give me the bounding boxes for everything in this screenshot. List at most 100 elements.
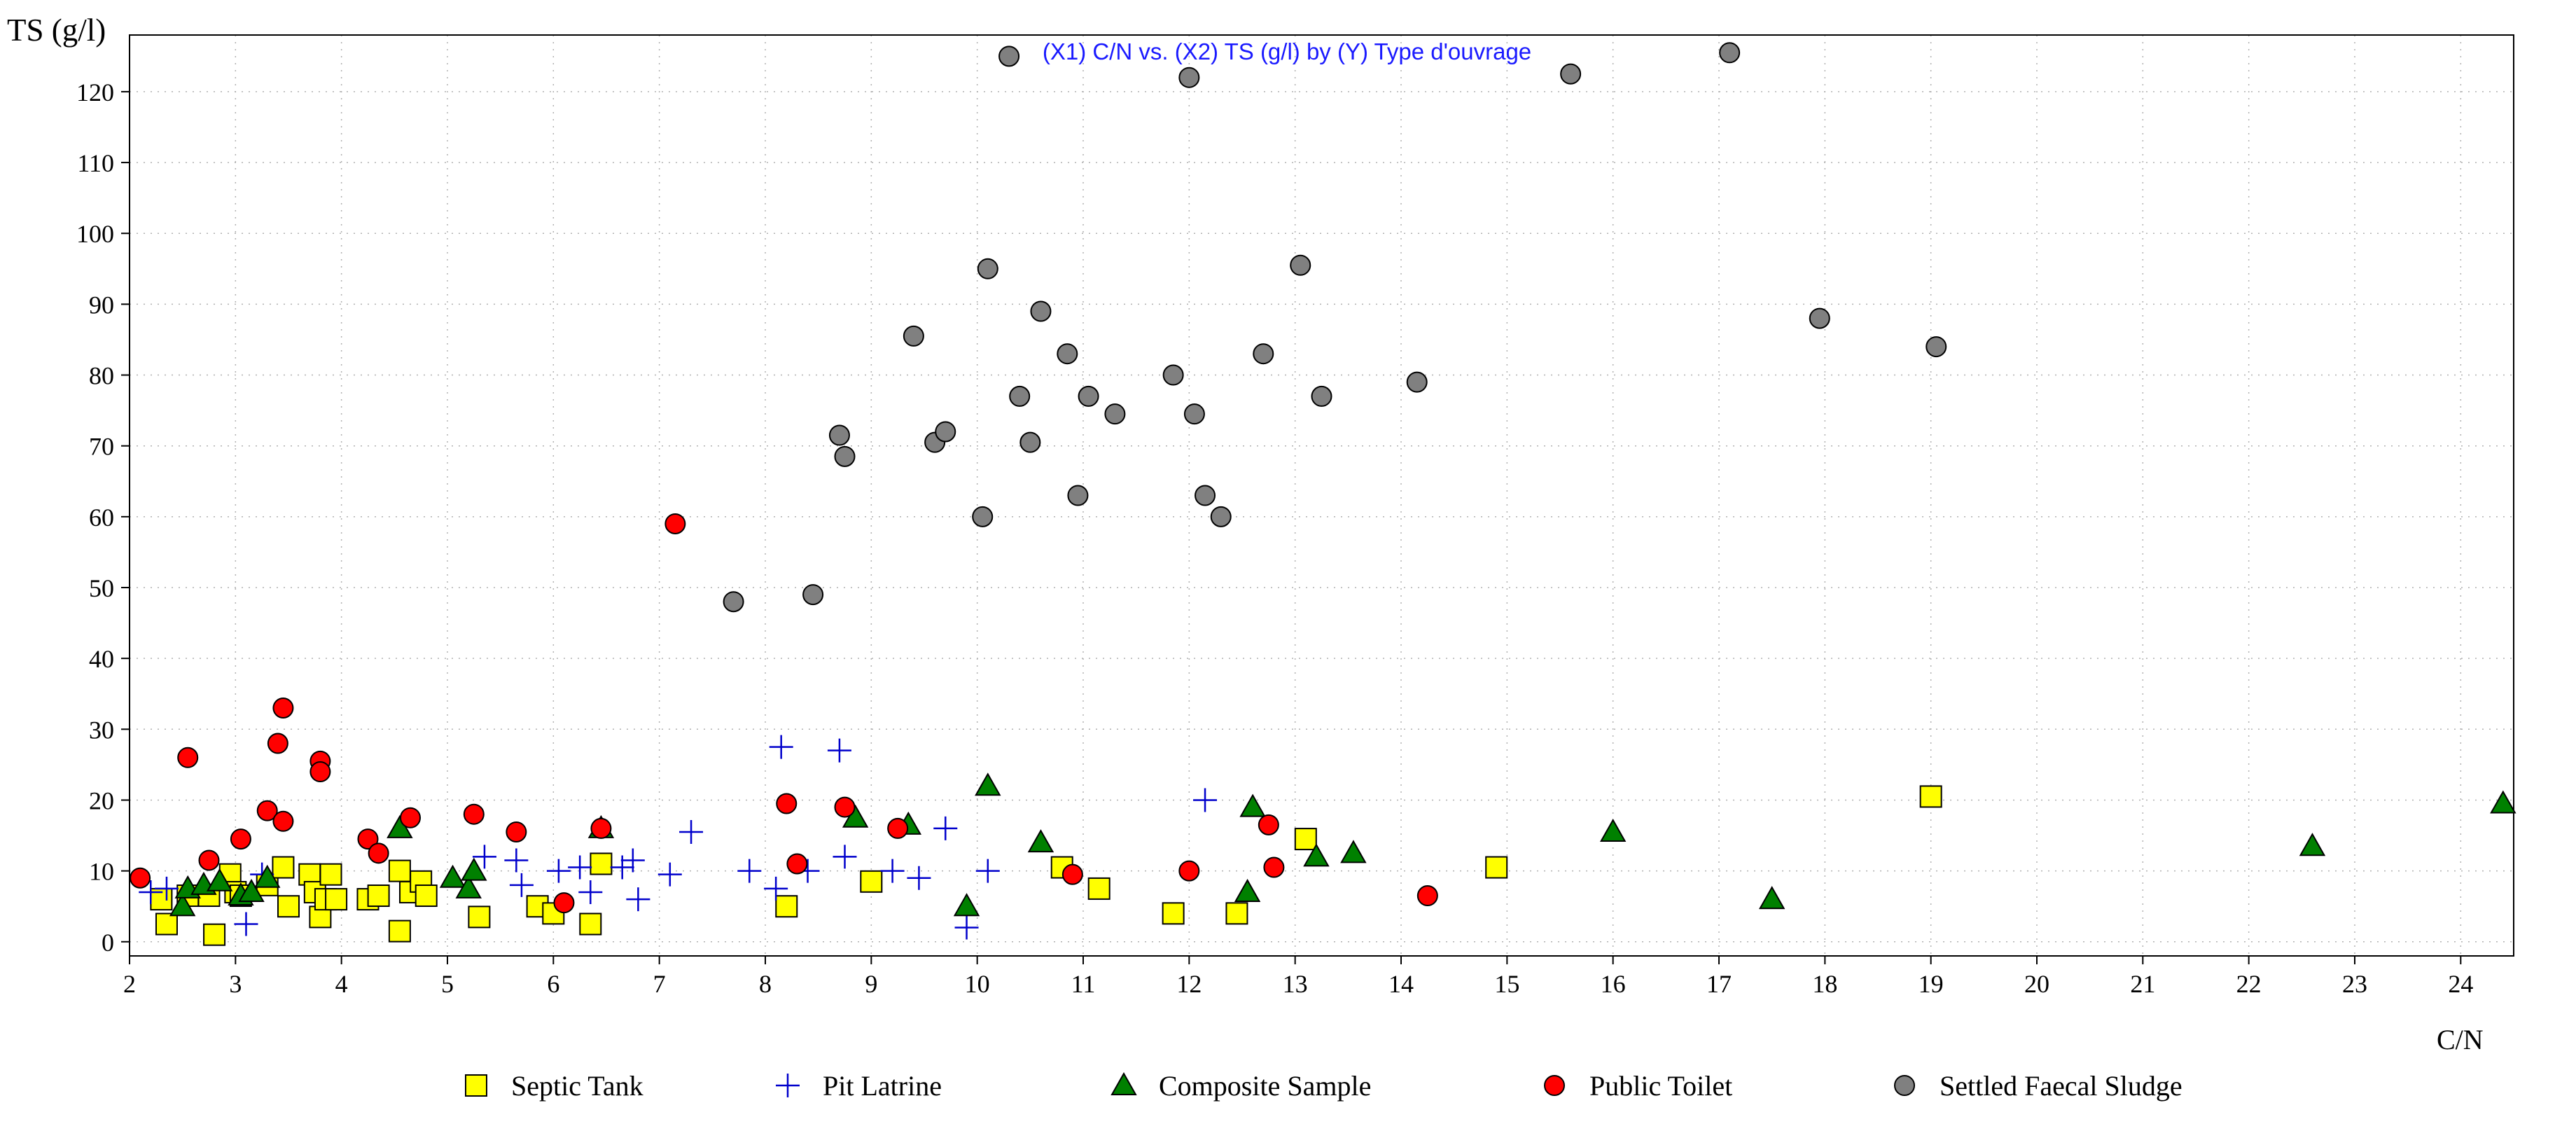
public-toilet-point bbox=[309, 761, 331, 782]
public-toilet-point bbox=[887, 817, 909, 839]
pit-latrine-point bbox=[769, 735, 793, 759]
pit-latrine-point bbox=[880, 859, 905, 883]
composite-sample-point bbox=[254, 864, 281, 888]
settled-faecal-sludge-point bbox=[1253, 343, 1274, 365]
y-tick-label: 30 bbox=[89, 716, 114, 744]
settled-faecal-sludge-point bbox=[1019, 431, 1041, 453]
septic-tank-point bbox=[272, 856, 295, 879]
public-toilet-point bbox=[664, 513, 686, 534]
pit-latrine-point bbox=[504, 848, 529, 873]
pit-latrine-point bbox=[657, 862, 682, 887]
settled-faecal-sludge-point bbox=[1290, 254, 1311, 276]
y-tick-label: 10 bbox=[89, 858, 114, 886]
septic-tank-point bbox=[860, 870, 883, 893]
pit-latrine-point bbox=[827, 738, 851, 763]
composite-sample-point bbox=[1239, 793, 1266, 817]
septic-tank-point bbox=[203, 923, 226, 946]
composite-sample-point bbox=[2490, 790, 2516, 814]
pit-latrine-point bbox=[234, 912, 258, 936]
septic-tank-point bbox=[1087, 877, 1111, 900]
x-tick-label: 23 bbox=[2342, 970, 2367, 998]
composite-sample-point bbox=[1027, 829, 1054, 853]
legend-label-composite-sample: Composite Sample bbox=[1159, 1070, 1371, 1102]
pit-latrine-point bbox=[509, 873, 534, 897]
public-toilet-point bbox=[357, 828, 379, 850]
settled-faecal-sludge-point bbox=[802, 584, 824, 606]
legend-marker-settled-faecal-sludge bbox=[1894, 1075, 1915, 1096]
septic-tank-point bbox=[1294, 828, 1317, 851]
x-tick-label: 4 bbox=[335, 970, 348, 998]
pit-latrine-point bbox=[954, 915, 979, 940]
x-tick-label: 7 bbox=[653, 970, 666, 998]
pit-latrine-point bbox=[620, 848, 645, 873]
x-tick-label: 18 bbox=[1812, 970, 1837, 998]
chart-title: (X1) C/N vs. (X2) TS (g/l) by (Y) Type d… bbox=[1043, 39, 1531, 64]
x-axis-label: C/N bbox=[2437, 1024, 2484, 1055]
settled-faecal-sludge-point bbox=[1057, 343, 1078, 365]
x-tick-label: 16 bbox=[1601, 970, 1626, 998]
public-toilet-point bbox=[1178, 860, 1200, 882]
public-toilet-point bbox=[463, 803, 485, 825]
composite-sample-point bbox=[953, 893, 980, 917]
pit-latrine-point bbox=[764, 876, 788, 901]
public-toilet-point bbox=[553, 892, 575, 914]
settled-faecal-sludge-point bbox=[1311, 385, 1332, 407]
y-tick-label: 80 bbox=[89, 362, 114, 390]
pit-latrine-point bbox=[975, 859, 1000, 883]
composite-sample-point bbox=[206, 868, 233, 891]
pit-latrine-point bbox=[933, 816, 958, 840]
y-tick-label: 20 bbox=[89, 786, 114, 814]
septic-tank-point bbox=[775, 895, 798, 918]
public-toilet-point bbox=[1263, 856, 1285, 878]
public-toilet-point bbox=[256, 800, 278, 821]
composite-sample-point bbox=[975, 772, 1001, 796]
septic-tank-point bbox=[579, 913, 602, 936]
settled-faecal-sludge-point bbox=[834, 445, 856, 467]
y-axis-label: TS (g/l) bbox=[7, 13, 106, 48]
legend-label-pit-latrine: Pit Latrine bbox=[823, 1070, 942, 1102]
x-tick-label: 5 bbox=[441, 970, 454, 998]
septic-tank-point bbox=[590, 852, 613, 875]
septic-tank-point bbox=[1162, 902, 1185, 925]
y-tick-label: 40 bbox=[89, 645, 114, 673]
y-tick-label: 100 bbox=[76, 220, 114, 248]
septic-tank-point bbox=[1919, 785, 1942, 808]
settled-faecal-sludge-point bbox=[1030, 300, 1052, 322]
settled-faecal-sludge-point bbox=[723, 591, 744, 613]
public-toilet-point bbox=[834, 796, 856, 818]
x-tick-label: 12 bbox=[1176, 970, 1202, 998]
settled-faecal-sludge-point bbox=[1809, 307, 1830, 329]
pit-latrine-point bbox=[737, 859, 762, 883]
public-toilet-point bbox=[272, 810, 294, 832]
septic-tank-point bbox=[277, 895, 300, 918]
public-toilet-point bbox=[177, 747, 199, 768]
settled-faecal-sludge-point bbox=[1178, 67, 1200, 88]
public-toilet-point bbox=[130, 867, 151, 889]
data-points bbox=[130, 42, 2516, 946]
septic-tank-point bbox=[367, 884, 390, 908]
pit-latrine-point bbox=[610, 855, 634, 880]
settled-faecal-sludge-point bbox=[935, 421, 956, 443]
gridlines bbox=[129, 35, 2514, 956]
x-tick-label: 21 bbox=[2130, 970, 2155, 998]
settled-faecal-sludge-point bbox=[1406, 371, 1428, 393]
public-toilet-point bbox=[400, 807, 422, 828]
y-tick-label: 90 bbox=[89, 291, 114, 319]
y-tick-label: 60 bbox=[89, 504, 114, 532]
pit-latrine-point bbox=[679, 819, 704, 844]
septic-tank-point bbox=[319, 863, 342, 886]
y-tick-label: 50 bbox=[89, 574, 114, 602]
public-toilet-point bbox=[230, 828, 251, 850]
settled-faecal-sludge-point bbox=[977, 258, 998, 279]
y-tick-label: 120 bbox=[76, 78, 114, 106]
composite-sample-point bbox=[1234, 878, 1261, 902]
composite-sample-point bbox=[439, 864, 466, 888]
y-tick-label: 0 bbox=[102, 929, 114, 957]
settled-faecal-sludge-point bbox=[1067, 485, 1089, 506]
septic-tank-point bbox=[155, 913, 178, 936]
settled-faecal-sludge-point bbox=[1104, 403, 1126, 425]
composite-sample-point bbox=[2299, 833, 2326, 856]
x-tick-label: 3 bbox=[229, 970, 242, 998]
composite-sample-point bbox=[455, 875, 482, 898]
